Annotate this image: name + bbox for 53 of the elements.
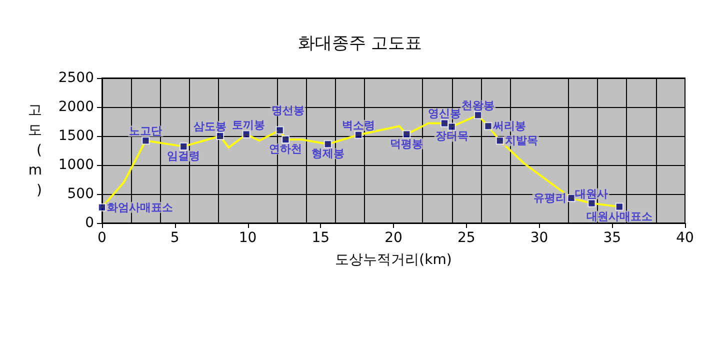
point	[242, 130, 250, 138]
point	[354, 130, 363, 139]
point	[142, 136, 150, 145]
point	[588, 199, 596, 208]
point	[402, 130, 411, 138]
point	[615, 202, 624, 211]
y-tick-label: 0	[85, 215, 94, 231]
annotation: 유평리	[533, 192, 566, 205]
point	[448, 122, 456, 131]
x-tick-label: 5	[170, 230, 180, 246]
point	[474, 111, 482, 120]
x-tick-label: 25	[457, 230, 476, 246]
x-tick-label: 40	[676, 230, 694, 246]
annotation: 천왕봉	[462, 99, 495, 112]
annotation: 토끼봉	[232, 118, 265, 132]
y-tick-label: 1500	[58, 128, 94, 144]
annotation: 치밭목	[504, 134, 538, 148]
annotation: 삼도봉	[194, 120, 227, 133]
y-tick-label: 2000	[58, 99, 94, 115]
point	[484, 122, 492, 130]
x-axis-title: 도상누적거리(km)	[335, 252, 452, 268]
annotation: 장터목	[435, 130, 468, 143]
annotation: 덕평봉	[390, 137, 424, 150]
x-tick-label: 35	[603, 230, 622, 246]
point	[216, 132, 224, 140]
annotation: 형제봉	[311, 147, 344, 160]
annotation: 명선봉	[271, 104, 304, 118]
point	[324, 140, 332, 148]
y-tick-label: 500	[67, 186, 94, 202]
x-tick-label: 0	[98, 230, 106, 246]
annotation: 영신봉	[428, 107, 462, 120]
point	[180, 142, 188, 150]
x-tick-label: 10	[238, 230, 257, 246]
annotation: 연하천	[269, 142, 302, 156]
annotation: 대원사	[575, 187, 608, 200]
point	[282, 135, 290, 144]
annotation: 임걸령	[167, 149, 200, 162]
y-axis-title: 고도(m)	[28, 102, 42, 198]
annotation: 대원사매표소	[586, 210, 652, 223]
x-tick-label: 15	[312, 230, 330, 246]
point	[440, 119, 449, 128]
annotation: 써리봉	[492, 120, 526, 133]
x-tick-label: 30	[530, 230, 548, 246]
point	[496, 136, 504, 145]
y-tick-label: 1000	[58, 157, 94, 173]
point	[276, 126, 284, 134]
annotation: 벽소령	[342, 118, 376, 132]
annotation: 노고단	[129, 124, 162, 138]
x-tick-label: 20	[384, 230, 402, 246]
annotation: 화엄사매표소	[107, 200, 173, 214]
chart-title: 화대종주 고도표	[298, 34, 422, 54]
y-tick-label: 2500	[58, 70, 94, 86]
point	[98, 203, 106, 212]
